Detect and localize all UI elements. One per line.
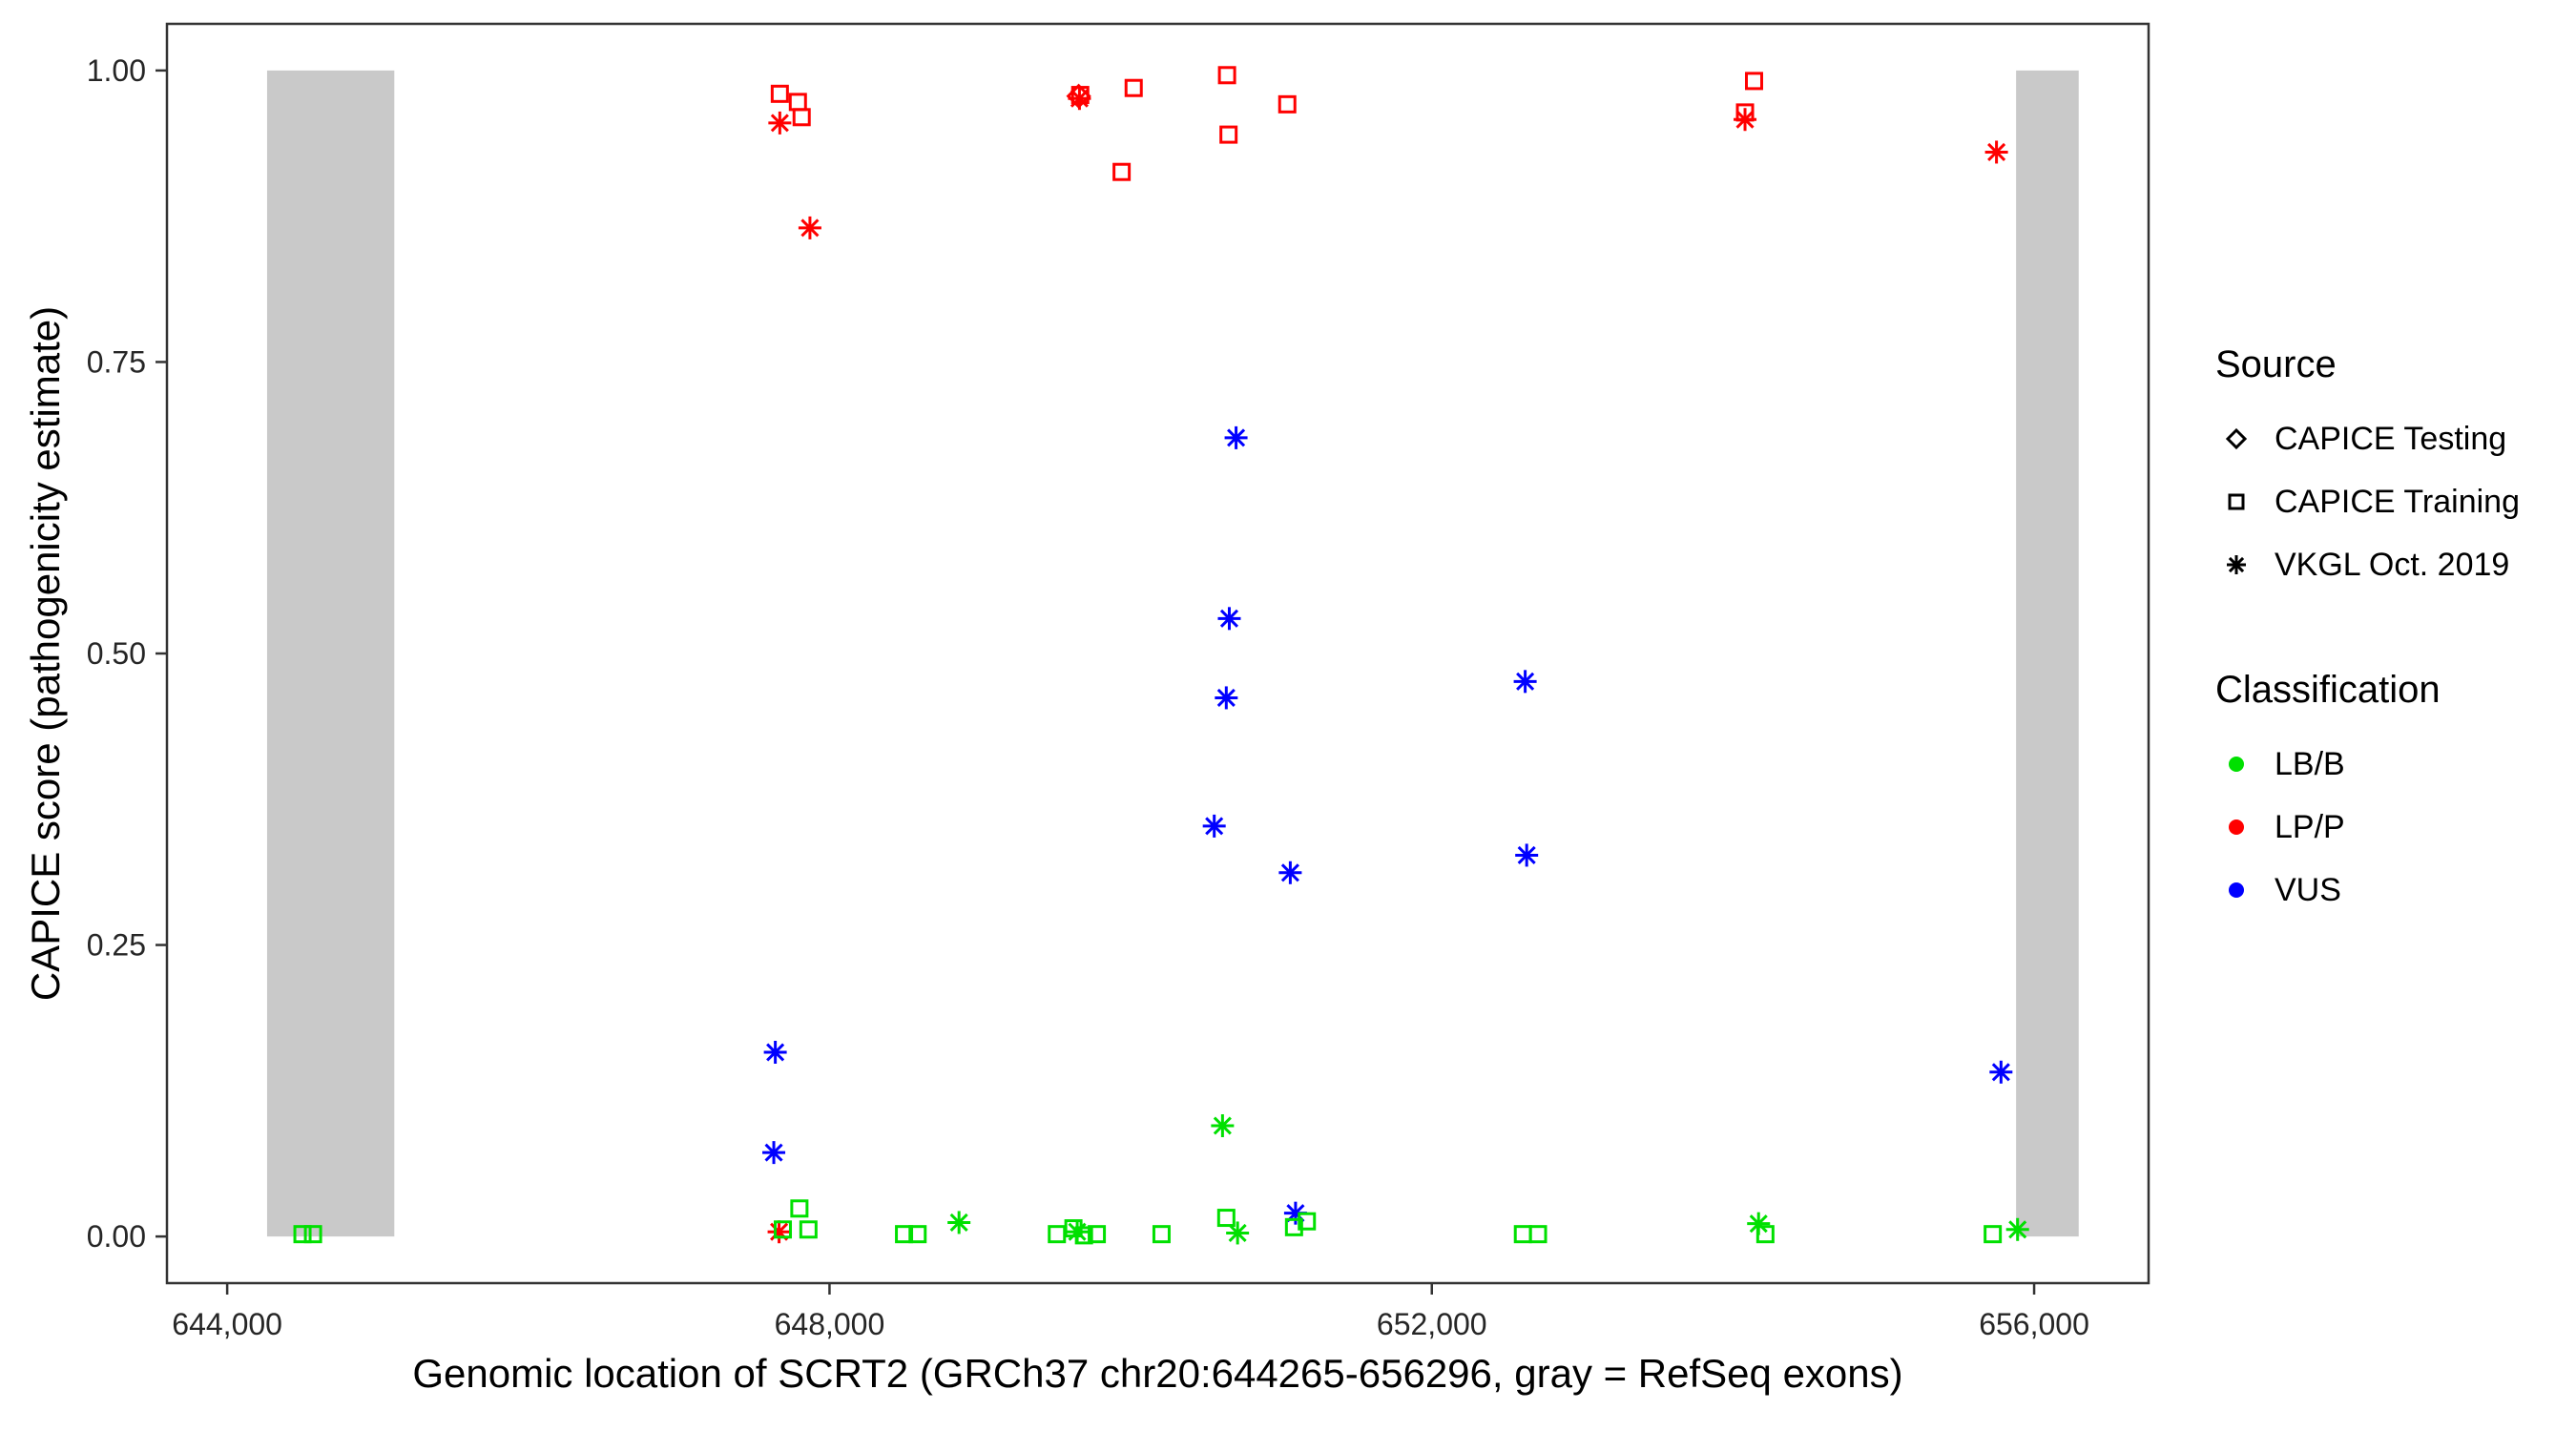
data-point-square xyxy=(1219,125,1238,144)
y-axis-title: CAPICE score (pathogenicity estimate) xyxy=(23,305,68,1002)
data-point-square xyxy=(1088,1225,1107,1244)
data-point-asterisk xyxy=(1734,108,1757,132)
data-point-asterisk xyxy=(2005,1217,2029,1241)
square-icon xyxy=(2215,481,2257,523)
y-tick-label: 1.00 xyxy=(87,53,146,88)
data-point-square xyxy=(1217,66,1236,85)
x-tick-label: 652,000 xyxy=(1377,1307,1487,1341)
legend-item-label: CAPICE Testing xyxy=(2275,420,2507,457)
data-point-square xyxy=(770,84,789,103)
legend-item-label: LP/P xyxy=(2275,808,2345,845)
color-dot-icon xyxy=(2215,806,2257,848)
legend-item-lp-p: LP/P xyxy=(2215,796,2520,859)
data-point-square xyxy=(1112,162,1132,181)
y-tick-label: 0.25 xyxy=(87,928,146,963)
data-point-asterisk xyxy=(1224,425,1248,449)
data-point-asterisk xyxy=(798,216,821,239)
legend-item-label: CAPICE Training xyxy=(2275,483,2520,520)
y-tick-label: 0.00 xyxy=(87,1219,146,1254)
legend-classification-group: Classification LB/B LP/P VUS xyxy=(2215,669,2520,922)
color-dot-icon xyxy=(2215,869,2257,911)
data-point-square xyxy=(895,1225,914,1244)
data-point-square xyxy=(799,1220,818,1239)
legend-item-vkgl-oct-2019: VKGL Oct. 2019 xyxy=(2215,533,2520,596)
data-point-square xyxy=(1528,1225,1548,1244)
data-point-square xyxy=(774,1220,793,1239)
legend-item-capice-training: CAPICE Training xyxy=(2215,470,2520,533)
color-dot-icon xyxy=(2215,743,2257,785)
data-point-square xyxy=(1152,1225,1171,1244)
diamond-icon xyxy=(2215,418,2257,460)
data-point-square xyxy=(908,1225,927,1244)
legend-classification-items: LB/B LP/P VUS xyxy=(2215,733,2520,922)
data-point-asterisk xyxy=(767,1220,791,1244)
x-tick-label: 648,000 xyxy=(775,1307,885,1341)
legend-item-lb-b: LB/B xyxy=(2215,733,2520,796)
y-tick-label: 0.50 xyxy=(87,636,146,671)
data-point-asterisk xyxy=(768,111,792,135)
data-point-asterisk xyxy=(1513,670,1537,694)
data-point-square xyxy=(1984,1225,2003,1244)
data-point-square xyxy=(1216,1209,1236,1228)
legend-source-title: Source xyxy=(2215,343,2337,385)
data-point-asterisk xyxy=(1989,1060,2013,1084)
plot-panel xyxy=(167,24,2149,1283)
data-point-square xyxy=(1744,72,1763,91)
legend-source-group: Source CAPICE Testing CAPICE Training VKGL… xyxy=(2215,343,2520,596)
x-tick-label: 656,000 xyxy=(1979,1307,2089,1341)
x-axis-title: Genomic location of SCRT2 (GRCh37 chr20:… xyxy=(412,1351,1903,1396)
asterisk-icon xyxy=(2215,544,2257,586)
data-point-asterisk xyxy=(1226,1221,1250,1245)
legend-panel: Source CAPICE Testing CAPICE Training VKGL… xyxy=(2215,343,2520,922)
legend-item-label: VKGL Oct. 2019 xyxy=(2275,546,2510,583)
data-point-asterisk xyxy=(763,1041,787,1064)
data-point-asterisk xyxy=(1068,87,1091,111)
data-point-asterisk xyxy=(1984,140,2008,164)
legend-item-label: VUS xyxy=(2275,871,2341,908)
legend-classification-title: Classification xyxy=(2215,669,2441,711)
data-point-square xyxy=(303,1225,322,1244)
data-point-square xyxy=(790,1199,809,1218)
data-point-square xyxy=(1124,78,1143,97)
data-point-asterisk xyxy=(1211,1114,1235,1137)
data-point-asterisk xyxy=(1515,843,1539,867)
x-tick-label: 644,000 xyxy=(172,1307,282,1341)
legend-item-vus: VUS xyxy=(2215,859,2520,922)
data-point-asterisk xyxy=(947,1211,971,1234)
data-point-square xyxy=(1284,1217,1303,1236)
data-point-asterisk xyxy=(762,1141,786,1165)
data-point-square xyxy=(1298,1212,1317,1231)
data-point-asterisk xyxy=(1215,686,1238,710)
data-point-asterisk xyxy=(1202,814,1226,838)
legend-source-items: CAPICE Testing CAPICE Training VKGL Oct. 2… xyxy=(2215,407,2520,596)
legend-item-label: LB/B xyxy=(2275,745,2345,782)
data-point-asterisk xyxy=(1278,861,1302,884)
data-point-square xyxy=(1278,94,1297,114)
y-tick-label: 0.75 xyxy=(87,344,146,379)
data-point-asterisk xyxy=(1217,607,1241,631)
data-point-square xyxy=(293,1225,312,1244)
exon-bar xyxy=(2016,70,2079,1237)
data-point-square xyxy=(1074,1226,1093,1245)
data-point-square xyxy=(792,108,811,127)
legend-item-capice-testing: CAPICE Testing xyxy=(2215,407,2520,470)
data-point-square xyxy=(1755,1225,1775,1244)
exon-bar xyxy=(266,70,395,1237)
